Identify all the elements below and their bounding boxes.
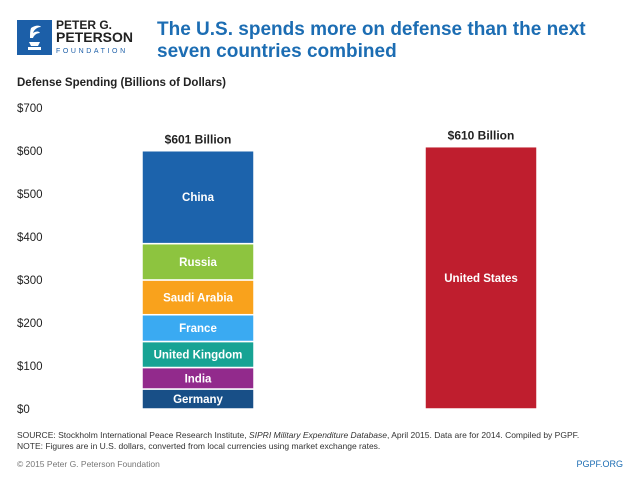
segment-label: United States (444, 273, 518, 285)
segment-label: France (179, 323, 217, 335)
y-tick-label: $0 (17, 404, 30, 416)
bar-segment-united-states (424, 145, 538, 410)
source-title: SIPRI Military Expenditure Database (248, 430, 387, 440)
y-axis-label: Defense Spending (Billions of Dollars) (17, 77, 226, 89)
foundation-logo-icon (17, 20, 52, 55)
logo-line-2: PETERSON (56, 29, 134, 45)
y-tick-label: $200 (17, 318, 43, 330)
chart-title: The U.S. spends more on defense than the… (157, 19, 586, 62)
y-tick-label: $600 (17, 146, 43, 158)
y-tick-label: $100 (17, 361, 43, 373)
bar-segment-france (141, 313, 255, 343)
source-suffix: , April 2015. Data are for 2014. Compile… (386, 430, 580, 440)
bar-total-label: $601 Billion (165, 133, 232, 147)
bar-total-label: $610 Billion (448, 129, 515, 143)
y-tick-label: $300 (17, 275, 43, 287)
note: NOTE: Figures are in U.S. dollars, conve… (17, 441, 381, 451)
y-tick-label: $700 (17, 103, 43, 115)
copyright: © 2015 Peter G. Peterson Foundation (17, 459, 160, 469)
source-note: SOURCE: Stockholm International Peace Re… (17, 430, 579, 452)
bar-segment-china (141, 149, 255, 245)
logo-line-3: FOUNDATION (56, 48, 128, 55)
bar-segment-saudi-arabia (141, 279, 255, 316)
y-tick-label: $500 (17, 189, 43, 201)
segment-label: Russia (179, 257, 217, 269)
site-link[interactable]: PGPF.ORG (576, 459, 623, 469)
segment-label: Germany (173, 394, 223, 406)
segment-label: Saudi Arabia (163, 292, 233, 304)
y-tick-label: $400 (17, 232, 43, 244)
segment-label: United Kingdom (154, 349, 243, 361)
logo-line-1: PETER G. (56, 18, 113, 32)
source-prefix: SOURCE: Stockholm International Peace Re… (17, 430, 249, 440)
logo-text: PETER G. PETERSON FOUNDATION (56, 18, 134, 57)
bar-segment-russia (141, 242, 255, 281)
segment-label: India (185, 373, 212, 385)
segment-label: China (182, 192, 215, 204)
